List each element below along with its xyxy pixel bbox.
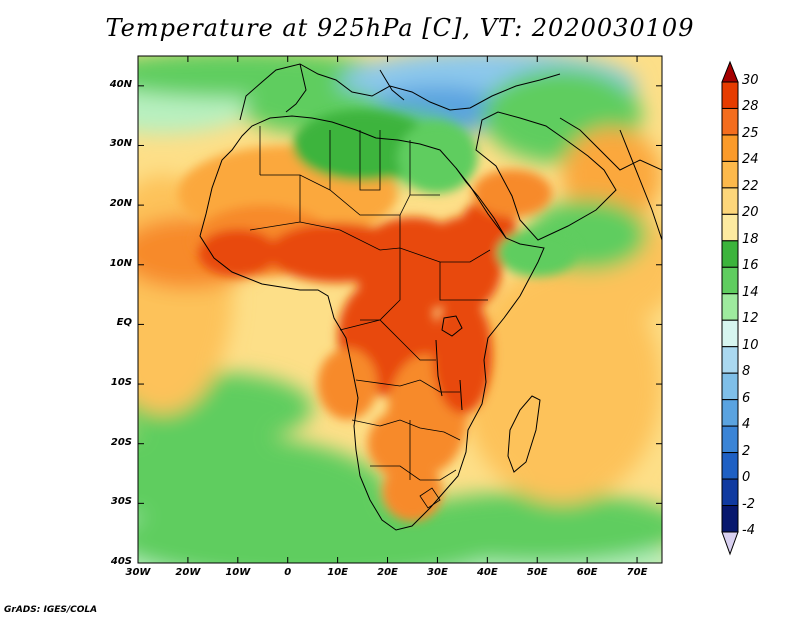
lat-label: 20N [109,198,132,210]
field-region [387,491,662,563]
colorbar-segment [721,213,739,242]
colorbar-label: 16 [742,258,759,274]
colorbar-segment [721,293,739,321]
map-title: Temperature at 925hPa [C], VT: 202003010… [105,14,695,42]
colorbar [721,60,739,556]
lat-label: 30S [110,496,132,508]
coastlines [199,63,662,531]
colorbar-segment [721,187,739,215]
colorbar-label: 8 [742,364,751,380]
field-region [472,169,553,218]
field-region [397,121,478,194]
colorbar-segment [721,346,739,374]
lon-label: 70E [626,567,648,578]
credit-text: GrADS: IGES/COLA [4,605,98,615]
colorbar-label: 6 [742,390,751,406]
europe-coastline [239,63,561,121]
italy-coast [379,69,405,101]
colorbar-label: 12 [742,311,759,327]
temperature-field [138,56,662,563]
field-region [562,127,662,224]
colorbar-segment [721,452,739,480]
colorbar-label: 24 [742,152,759,168]
lon-label: 20W [175,567,201,578]
lat-label: EQ [116,317,132,329]
lat-label: 10S [110,377,132,389]
colorbar-min-arrow [721,531,739,556]
field-region [497,228,578,277]
colorbar-label: 25 [742,125,759,141]
lon-label: 30E [427,567,448,578]
field-region [197,228,278,277]
colorbar-label: -4 [742,523,755,538]
field-region [367,407,448,480]
lat-label: 40S [110,556,132,567]
axis-ticks [137,56,662,564]
arabia-coastline [475,111,617,241]
colorbar-max-arrow [721,60,739,83]
colorbar-label: 14 [742,284,759,300]
iberia-border [285,63,307,113]
lon-label: 20E [377,567,398,578]
colorbar-label: 0 [742,470,751,486]
lake-victoria [441,315,463,337]
field-region [432,294,493,414]
colorbar-label: 18 [742,231,759,247]
colorbar-label: 10 [742,337,759,353]
field-region [292,109,433,182]
colorbar-segment [721,478,739,507]
lon-label: 60E [576,567,598,578]
lake-malawi [459,379,463,411]
lat-label: 10N [109,257,132,269]
colorbar-segment [721,240,739,268]
colorbar-segment [721,425,739,454]
field-region [317,348,378,420]
map-frame [137,55,663,564]
colorbar-segment [721,134,739,162]
lon-label: 10E [327,567,348,578]
colorbar-segment [721,81,739,109]
colorbar-label: -2 [742,496,755,512]
lat-label: 40N [109,78,132,90]
lake-tanganyika [435,339,443,397]
africa-coastline [199,115,545,531]
lon-label: 30W [125,567,151,578]
colorbar-label: 22 [742,178,759,194]
colorbar-segment [721,107,739,136]
field-region [462,264,662,504]
colorbar-label: 4 [742,417,751,433]
iran-coast [559,117,662,171]
colorbar-segment [721,160,739,189]
colorbar-segment [721,399,739,427]
lon-label: 40E [476,567,498,578]
lon-label: 50E [526,567,548,578]
colorbar-segment [721,319,739,348]
lat-label: 30N [109,138,132,150]
india-coast [619,129,662,241]
lat-label: 20S [110,436,132,448]
colorbar-segment [721,372,739,401]
lon-label: 10W [225,567,251,578]
colorbar-segment [721,266,739,295]
colorbar-label: 20 [742,205,759,221]
red-sea-coast [455,167,507,239]
colorbar-label: 28 [742,99,759,115]
country-borders [249,126,491,509]
madagascar-coastline [507,395,541,473]
colorbar-segment [721,505,739,533]
colorbar-label: 2 [742,443,751,459]
colorbar-label: 30 [742,73,759,88]
lon-label: 0 [284,567,292,578]
